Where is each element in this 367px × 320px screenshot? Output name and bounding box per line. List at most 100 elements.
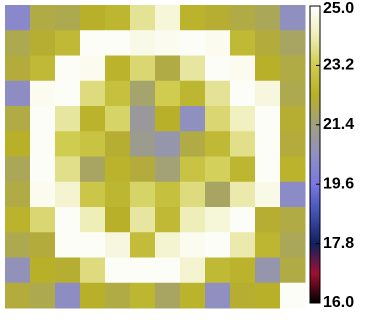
map-cell [5, 106, 31, 132]
map-cell [5, 207, 31, 233]
map-cell [80, 106, 106, 132]
map-cell [80, 207, 106, 233]
map-cell [30, 282, 56, 309]
map-cell [55, 80, 81, 107]
map-cell [105, 282, 131, 309]
map-cell [230, 207, 256, 233]
map-cell [155, 257, 181, 284]
map-cell [30, 5, 56, 31]
map-cell [30, 207, 56, 233]
map-cell [55, 207, 81, 233]
map-cell [30, 55, 56, 82]
map-cell [155, 232, 181, 258]
map-cell [255, 181, 281, 208]
map-cell [180, 55, 206, 82]
map-cell [30, 181, 56, 208]
map-cell [155, 5, 181, 31]
map-cell [180, 181, 206, 208]
map-cell [80, 80, 106, 107]
map-cell [155, 80, 181, 107]
map-cell [130, 282, 156, 309]
map-cell [30, 80, 56, 107]
map-cell [280, 5, 306, 31]
map-cell [230, 156, 256, 183]
map-cell [55, 282, 81, 309]
map-cell [230, 5, 256, 31]
map-cell [155, 55, 181, 82]
map-cell [5, 5, 31, 31]
map-cell [280, 207, 306, 233]
map-cell [130, 131, 156, 157]
map-cell [180, 257, 206, 284]
map-cell [255, 30, 281, 56]
map-cell [130, 55, 156, 82]
map-cell [230, 131, 256, 157]
map-cell [80, 156, 106, 183]
map-cell [105, 131, 131, 157]
map-cell [180, 131, 206, 157]
map-cell [255, 80, 281, 107]
map-cell [180, 106, 206, 132]
map-cell [280, 156, 306, 183]
map-cell [280, 106, 306, 132]
map-cell [205, 282, 231, 309]
map-cell [255, 5, 281, 31]
map-cell [180, 80, 206, 107]
map-cell [155, 30, 181, 56]
colorbar-tick-label: 25.0 [323, 0, 354, 17]
map-cell [280, 232, 306, 258]
map-cell [55, 106, 81, 132]
map-cell [180, 5, 206, 31]
map-cell [55, 181, 81, 208]
map-cell [80, 30, 106, 56]
map-cell [205, 55, 231, 82]
map-cell [5, 80, 31, 107]
map-cell [130, 207, 156, 233]
map-cell [230, 106, 256, 132]
map-cell [30, 232, 56, 258]
map-cell [105, 232, 131, 258]
map-cell [155, 156, 181, 183]
map-cell [105, 106, 131, 132]
map-cell [205, 106, 231, 132]
map-cell [130, 156, 156, 183]
map-cell [230, 257, 256, 284]
map-cell [105, 257, 131, 284]
map-cell [80, 55, 106, 82]
map-cell [5, 30, 31, 56]
map-cell [155, 181, 181, 208]
map-cell [105, 55, 131, 82]
map-cell [80, 5, 106, 31]
map-cell [230, 232, 256, 258]
map-cell [105, 207, 131, 233]
map-cell [5, 156, 31, 183]
map-cell [205, 156, 231, 183]
map-cell [130, 106, 156, 132]
colorbar [309, 5, 321, 304]
map-cell [180, 207, 206, 233]
map-cell [280, 257, 306, 284]
map-cell [155, 131, 181, 157]
map-cell [5, 181, 31, 208]
map-cell [155, 106, 181, 132]
map-cell [255, 156, 281, 183]
map-cell [130, 30, 156, 56]
map-cell [255, 257, 281, 284]
map-cell [5, 282, 31, 309]
map-cell [255, 131, 281, 157]
map-cell [105, 80, 131, 107]
map-cell [30, 30, 56, 56]
colorbar-tick-label: 17.8 [323, 235, 354, 252]
map-cell [5, 257, 31, 284]
map-cell [5, 232, 31, 258]
map-cell [55, 30, 81, 56]
map-cell [180, 282, 206, 309]
map-cell [280, 181, 306, 208]
map-cell [205, 207, 231, 233]
map-cell [105, 5, 131, 31]
map-cell [205, 80, 231, 107]
map-cell [255, 282, 281, 309]
map-cell [80, 232, 106, 258]
map-cell [105, 181, 131, 208]
map-cell [155, 207, 181, 233]
